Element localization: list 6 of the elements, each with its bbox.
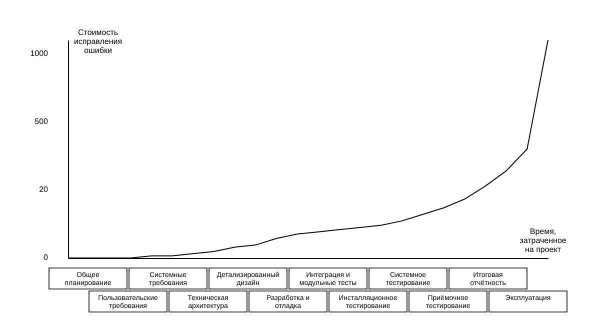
x-axis-title: Время, затраченное на проект xyxy=(520,227,567,254)
text: 1000 xyxy=(30,49,49,58)
text: 0 xyxy=(44,253,49,262)
text: 20 xyxy=(39,185,49,194)
y-axis-title: Стоимость исправления ошибки xyxy=(74,28,122,55)
text: 500 xyxy=(34,117,49,126)
